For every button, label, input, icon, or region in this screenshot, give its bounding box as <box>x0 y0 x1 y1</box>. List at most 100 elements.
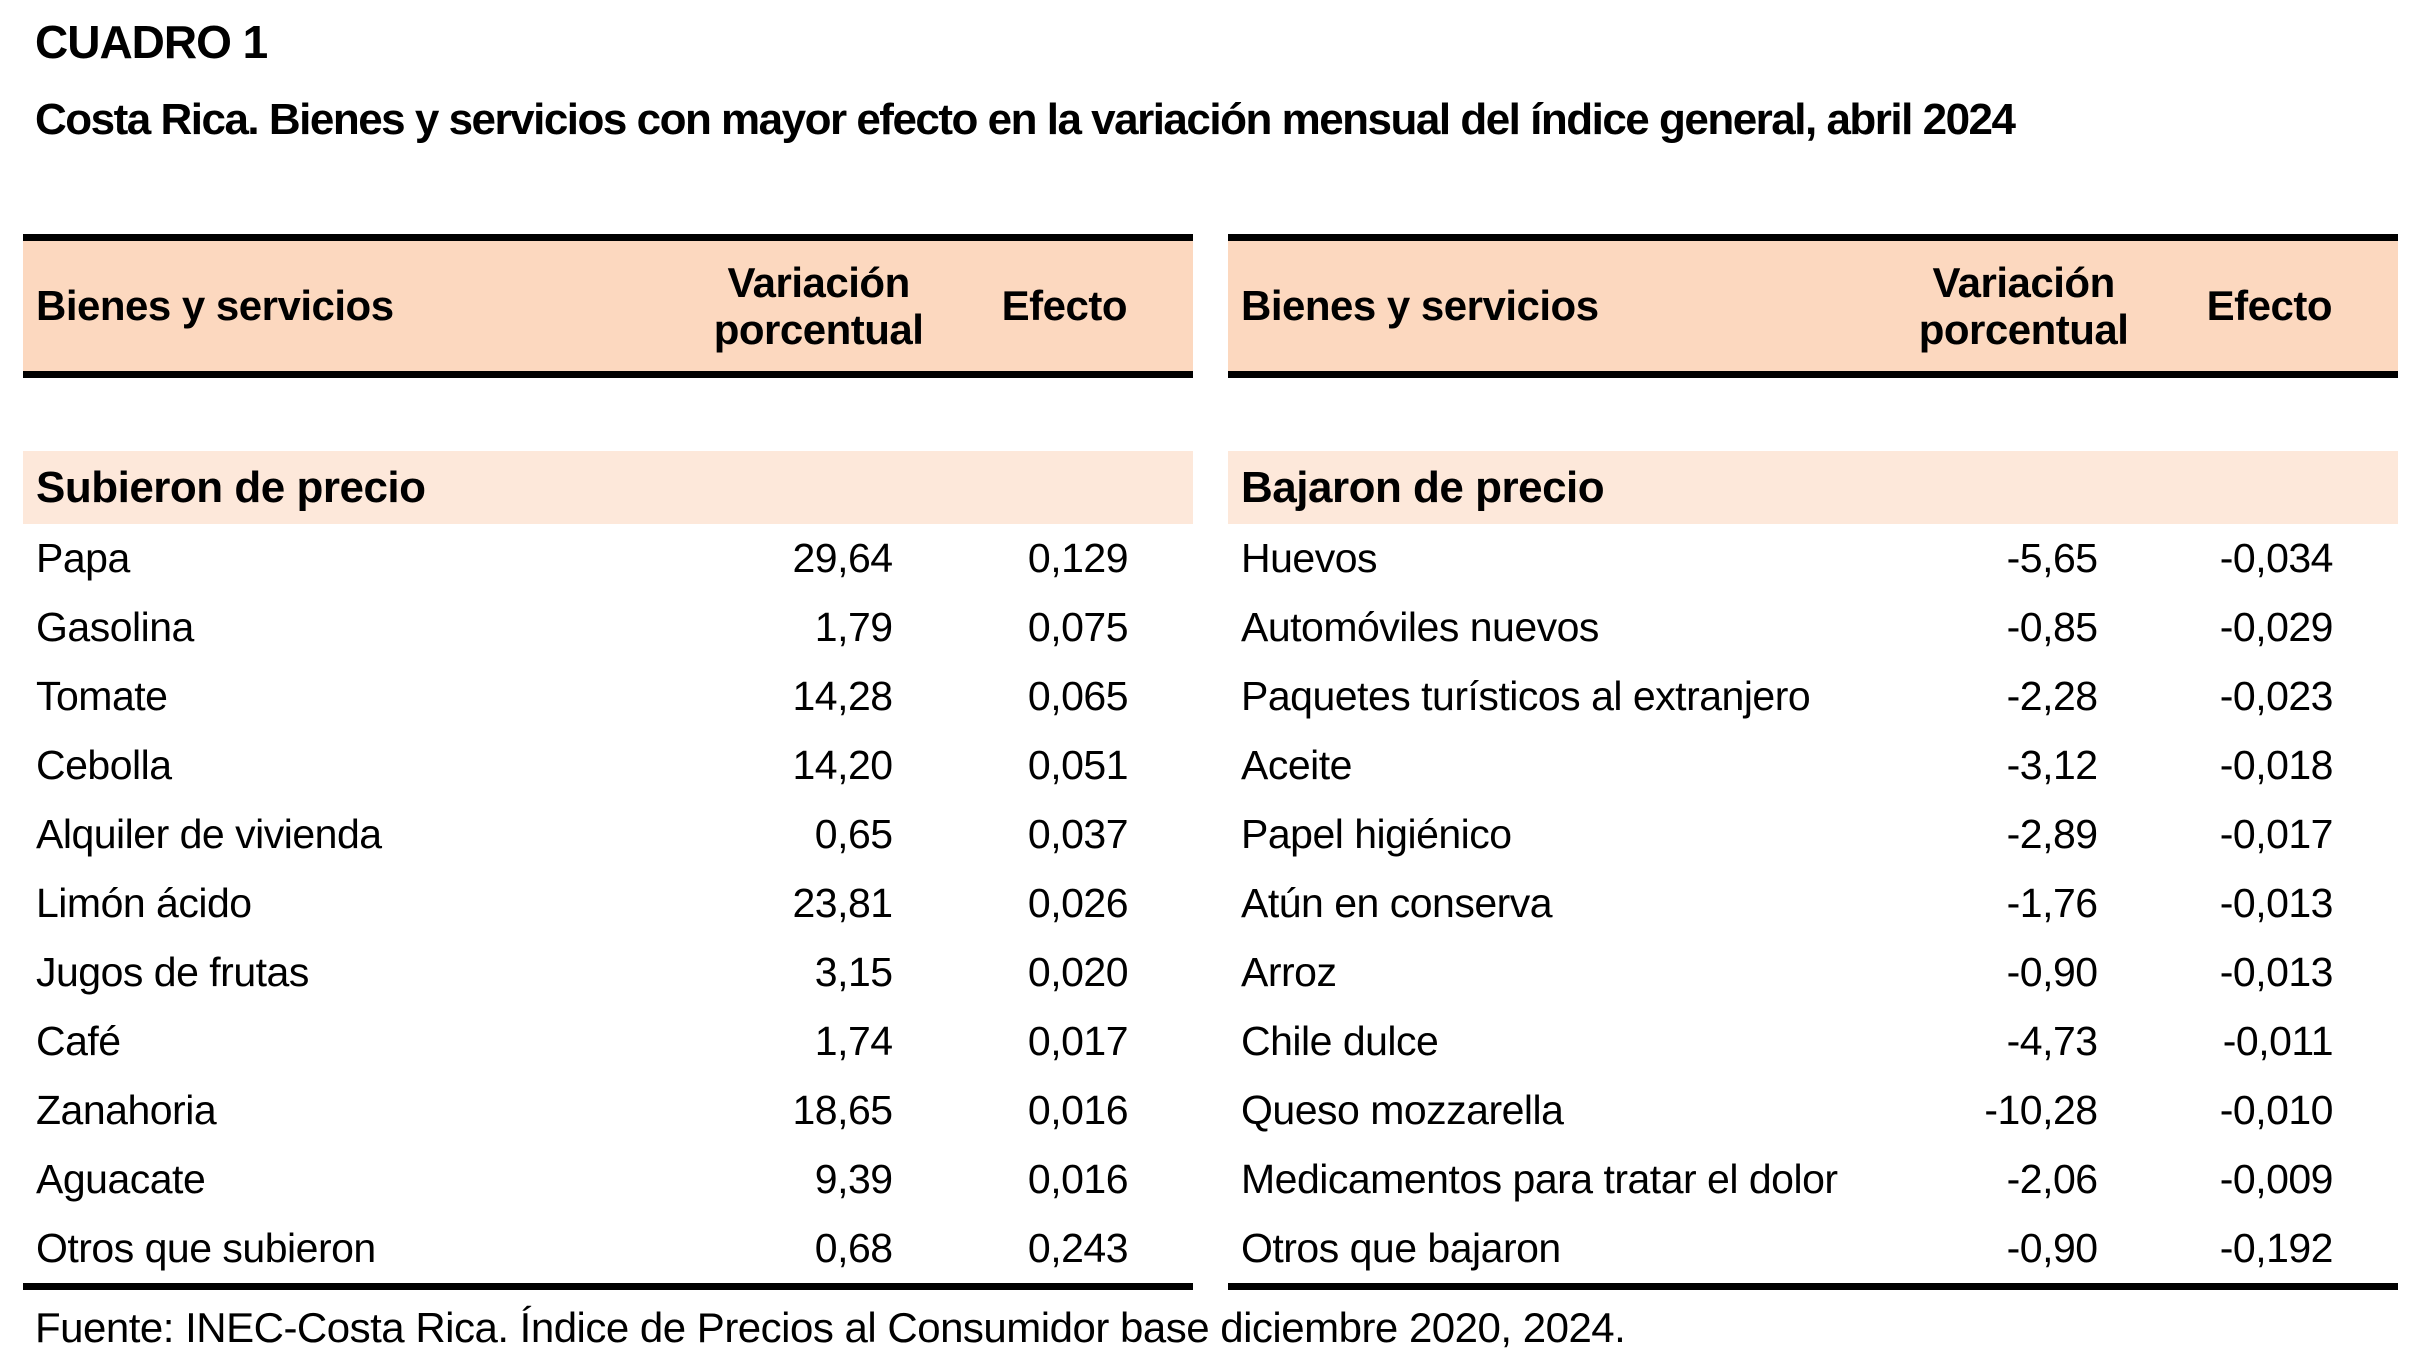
cell-var: 1,79 <box>814 604 893 650</box>
cell-efe: 0,243 <box>1027 1225 1129 1271</box>
cell-efe: -0,023 <box>2219 673 2334 719</box>
cell-name: Zanahoria <box>36 1087 217 1133</box>
table-body-subieron: Papa 29,64 0,129 Gasolina 1,79 0,075 Tomate 14,… <box>23 524 1193 1287</box>
cell-var: -2,28 <box>2006 673 2098 719</box>
cell-name: Jugos de frutas <box>36 949 309 995</box>
cell-efe: 0,016 <box>1027 1087 1129 1133</box>
cell-name: Papa <box>36 535 130 581</box>
cell-efe: -0,034 <box>2219 535 2334 581</box>
header-row: Bienes y servicios Variación porcentual … <box>1228 234 2398 378</box>
section-row-subieron: Subieron de precio <box>23 451 1193 524</box>
cell-name: Atún en conserva <box>1241 880 1553 926</box>
cell-name: Huevos <box>1241 535 1378 581</box>
table-row: Papel higiénico -2,89 -0,017 <box>1228 800 2398 869</box>
cuadro-page: CUADRO 1 Costa Rica. Bienes y servicios … <box>0 16 2410 1362</box>
cell-name: Café <box>36 1018 121 1064</box>
cell-var: 0,68 <box>814 1225 893 1271</box>
cell-var: 23,81 <box>792 880 893 926</box>
table-number-heading: CUADRO 1 <box>35 16 268 68</box>
cell-efe: 0,026 <box>1027 880 1129 926</box>
cell-efe: 0,051 <box>1027 742 1129 788</box>
cell-name: Aceite <box>1241 742 1352 788</box>
table-row: Aguacate 9,39 0,016 <box>23 1145 1193 1214</box>
cell-efe: -0,010 <box>2219 1087 2334 1133</box>
cell-efe: -0,011 <box>2222 1018 2334 1064</box>
cell-efe: -0,018 <box>2219 742 2334 788</box>
section-row-bajaron: Bajaron de precio <box>1228 451 2398 524</box>
cell-var: -1,76 <box>2006 880 2098 926</box>
cell-var: -2,89 <box>2006 811 2098 857</box>
cell-var: -4,73 <box>2006 1018 2098 1064</box>
cell-name: Gasolina <box>36 604 194 650</box>
cell-name: Limón ácido <box>36 880 252 926</box>
table-row: Arroz -0,90 -0,013 <box>1228 938 2398 1007</box>
table-subieron-de-precio: Bienes y servicios Variación porcentual … <box>23 234 1193 1290</box>
table-row: Jugos de frutas 3,15 0,020 <box>23 938 1193 1007</box>
cell-name: Aguacate <box>36 1156 206 1202</box>
table-row: Tomate 14,28 0,065 <box>23 662 1193 731</box>
table-row: Cebolla 14,20 0,051 <box>23 731 1193 800</box>
cell-var: 0,65 <box>814 811 893 857</box>
cell-efe: -0,192 <box>2219 1225 2334 1271</box>
tables-container: Bienes y servicios Variación porcentual … <box>23 234 2398 1290</box>
table-row: Otros que bajaron -0,90 -0,192 <box>1228 1214 2398 1287</box>
cell-efe: 0,017 <box>1027 1018 1129 1064</box>
cell-name: Paquetes turísticos al extranjero <box>1241 673 1811 719</box>
cell-name: Chile dulce <box>1241 1018 1439 1064</box>
table-bajaron-de-precio: Bienes y servicios Variación porcentual … <box>1228 234 2398 1290</box>
col-header-bienes-y-servicios: Bienes y servicios <box>1228 234 1907 378</box>
cell-name: Queso mozzarella <box>1241 1087 1564 1133</box>
cell-efe: 0,016 <box>1027 1156 1129 1202</box>
cell-efe: -0,009 <box>2219 1156 2334 1202</box>
table-row: Medicamentos para tratar el dolor -2,06 -0… <box>1228 1145 2398 1214</box>
table-row: Aceite -3,12 -0,018 <box>1228 731 2398 800</box>
col-header-variacion-porcentual: Variación porcentual <box>701 234 936 378</box>
col-header-bienes-y-servicios: Bienes y servicios <box>23 234 702 378</box>
cell-var: 14,20 <box>792 742 893 788</box>
cell-var: -3,12 <box>2006 742 2098 788</box>
table-row: Paquetes turísticos al extranjero -2,28 -0… <box>1228 662 2398 731</box>
cell-var: 29,64 <box>792 535 893 581</box>
section-header-bajaron: Bajaron de precio <box>1228 451 2398 524</box>
cell-var: 3,15 <box>814 949 893 995</box>
cell-efe: 0,075 <box>1027 604 1129 650</box>
table-row: Limón ácido 23,81 0,026 <box>23 869 1193 938</box>
cell-var: -10,28 <box>1984 1087 2098 1133</box>
cell-name: Medicamentos para tratar el dolor <box>1241 1156 1838 1202</box>
table-row: Alquiler de vivienda 0,65 0,037 <box>23 800 1193 869</box>
cell-name: Tomate <box>36 673 168 719</box>
table-title: Costa Rica. Bienes y servicios con mayor… <box>35 94 2016 144</box>
cell-efe: -0,013 <box>2219 949 2334 995</box>
cell-var: -0,90 <box>2006 1225 2098 1271</box>
table-row: Gasolina 1,79 0,075 <box>23 593 1193 662</box>
spacer-row <box>23 374 1193 451</box>
cell-efe: -0,029 <box>2219 604 2334 650</box>
col-header-variacion-porcentual: Variación porcentual <box>1906 234 2141 378</box>
cell-efe: 0,065 <box>1027 673 1129 719</box>
cell-efe: 0,129 <box>1027 535 1129 581</box>
table-row: Atún en conserva -1,76 -0,013 <box>1228 869 2398 938</box>
cell-name: Otros que bajaron <box>1241 1225 1561 1271</box>
cell-name: Cebolla <box>36 742 172 788</box>
section-header-subieron: Subieron de precio <box>23 451 1193 524</box>
cell-efe: 0,037 <box>1027 811 1129 857</box>
source-note: Fuente: INEC-Costa Rica. Índice de Preci… <box>35 1304 1626 1351</box>
table-body-bajaron: Huevos -5,65 -0,034 Automóviles nuevos -0,85… <box>1228 524 2398 1287</box>
cell-name: Arroz <box>1241 949 1337 995</box>
cell-var: -0,85 <box>2006 604 2098 650</box>
cell-var: -5,65 <box>2006 535 2098 581</box>
spacer-row <box>1228 374 2398 451</box>
table-row: Automóviles nuevos -0,85 -0,029 <box>1228 593 2398 662</box>
col-header-efecto: Efecto <box>935 234 1193 378</box>
cell-var: -2,06 <box>2006 1156 2098 1202</box>
table-row: Zanahoria 18,65 0,016 <box>23 1076 1193 1145</box>
cell-name: Papel higiénico <box>1241 811 1512 857</box>
cell-var: 9,39 <box>814 1156 893 1202</box>
cell-var: 18,65 <box>792 1087 893 1133</box>
table-row: Café 1,74 0,017 <box>23 1007 1193 1076</box>
cell-name: Alquiler de vivienda <box>36 811 382 857</box>
cell-var: 14,28 <box>792 673 893 719</box>
cell-name: Automóviles nuevos <box>1241 604 1599 650</box>
cell-efe: -0,013 <box>2219 880 2334 926</box>
table-row: Huevos -5,65 -0,034 <box>1228 524 2398 593</box>
